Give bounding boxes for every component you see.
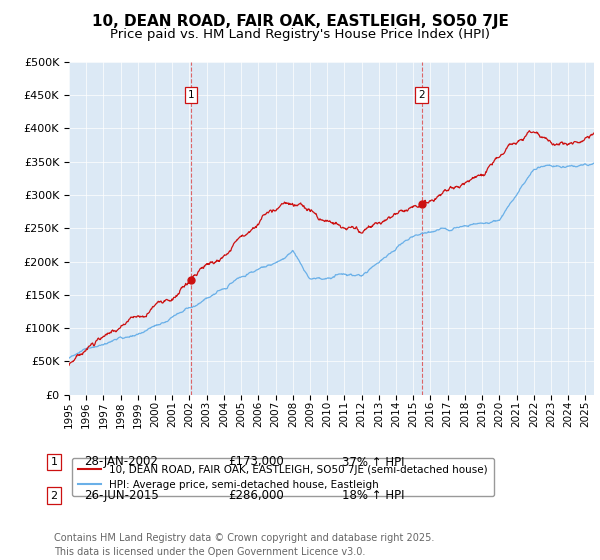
Text: £173,000: £173,000	[228, 455, 284, 469]
Text: 1: 1	[188, 90, 194, 100]
Text: 1: 1	[50, 457, 58, 467]
Text: 2: 2	[50, 491, 58, 501]
Text: 18% ↑ HPI: 18% ↑ HPI	[342, 489, 404, 502]
Legend: 10, DEAN ROAD, FAIR OAK, EASTLEIGH, SO50 7JE (semi-detached house), HPI: Average: 10, DEAN ROAD, FAIR OAK, EASTLEIGH, SO50…	[71, 458, 494, 496]
Text: £286,000: £286,000	[228, 489, 284, 502]
Text: 26-JUN-2015: 26-JUN-2015	[84, 489, 159, 502]
Text: Contains HM Land Registry data © Crown copyright and database right 2025.
This d: Contains HM Land Registry data © Crown c…	[54, 533, 434, 557]
Text: 2: 2	[418, 90, 425, 100]
Text: 37% ↑ HPI: 37% ↑ HPI	[342, 455, 404, 469]
Text: 10, DEAN ROAD, FAIR OAK, EASTLEIGH, SO50 7JE: 10, DEAN ROAD, FAIR OAK, EASTLEIGH, SO50…	[92, 14, 508, 29]
Text: Price paid vs. HM Land Registry's House Price Index (HPI): Price paid vs. HM Land Registry's House …	[110, 28, 490, 41]
Text: 28-JAN-2002: 28-JAN-2002	[84, 455, 158, 469]
